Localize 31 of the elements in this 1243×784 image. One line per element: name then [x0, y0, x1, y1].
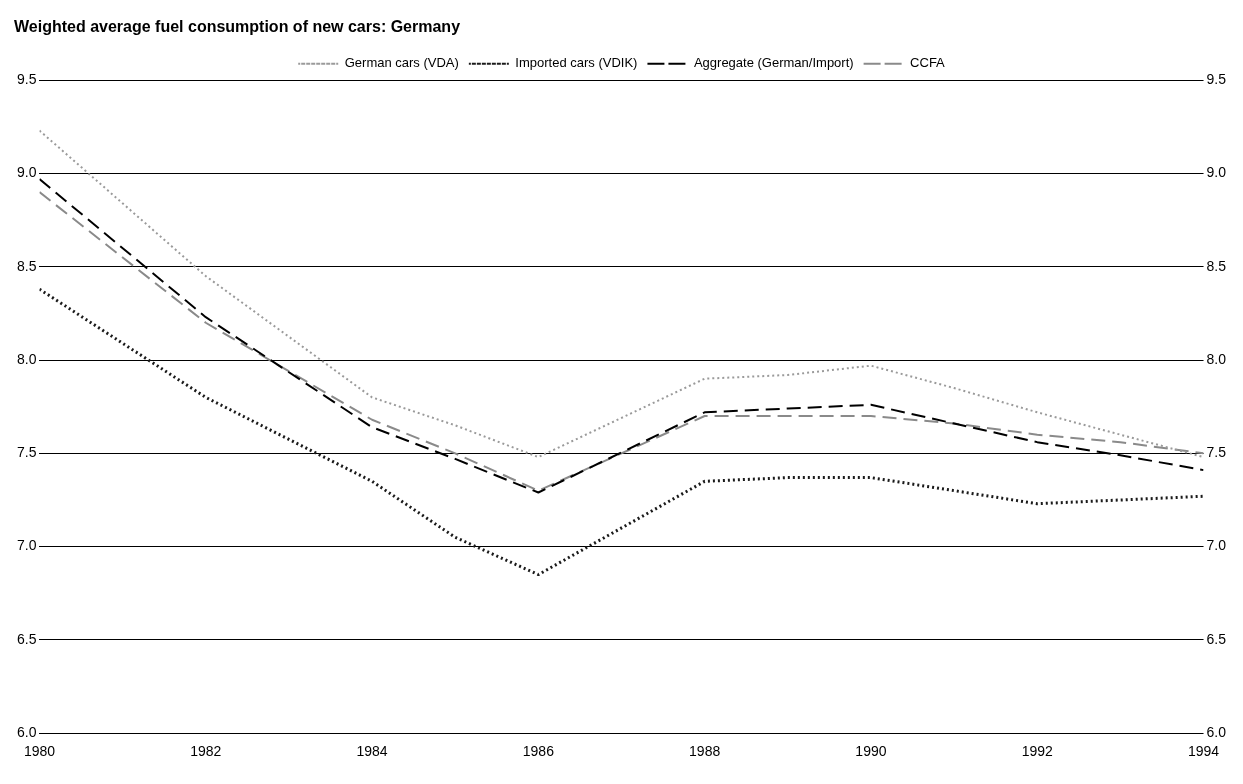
y2-tick-label: 6.0 — [1206, 724, 1227, 741]
y-tick-label: 8.0 — [16, 350, 37, 367]
legend-label: German cars (VDA) — [344, 55, 459, 71]
y2-tick-label: 7.5 — [1206, 444, 1227, 461]
y2-tick-label: 9.0 — [1206, 164, 1227, 181]
y2-tick-label: 6.5 — [1206, 630, 1227, 647]
y-tick-label: 7.0 — [16, 537, 37, 554]
x-tick-label: 1982 — [190, 743, 222, 760]
x-tick-label: 1984 — [356, 743, 388, 760]
x-tick-label: 1992 — [1021, 743, 1054, 760]
y-tick-label: 9.0 — [16, 164, 37, 181]
x-tick-label: 1988 — [689, 743, 721, 760]
legend-label: Imported cars (VDIK) — [515, 55, 638, 71]
y-tick-label: 8.5 — [16, 257, 37, 274]
y2-tick-label: 8.5 — [1206, 257, 1227, 274]
chart-title: Weighted average fuel consumption of new cars: Germany — [14, 18, 461, 36]
x-tick-label: 1990 — [855, 743, 887, 760]
line-series — [39, 129, 1204, 459]
x-tick-label: 1994 — [1187, 743, 1220, 760]
y-tick-label: 6.0 — [16, 724, 37, 741]
y-tick-label: 6.5 — [16, 630, 37, 647]
y2-tick-label: 7.0 — [1206, 537, 1227, 554]
x-tick-label: 1986 — [522, 743, 555, 760]
line-series — [39, 287, 1204, 577]
x-tick-label: 1980 — [23, 743, 56, 760]
legend-label: CCFA — [910, 55, 946, 71]
y2-tick-label: 9.5 — [1206, 71, 1227, 88]
y2-tick-label: 8.0 — [1206, 350, 1227, 367]
legend-label: Aggregate (German/Import) — [693, 55, 854, 71]
y-tick-label: 7.5 — [16, 444, 37, 461]
y-tick-label: 9.5 — [16, 71, 37, 88]
